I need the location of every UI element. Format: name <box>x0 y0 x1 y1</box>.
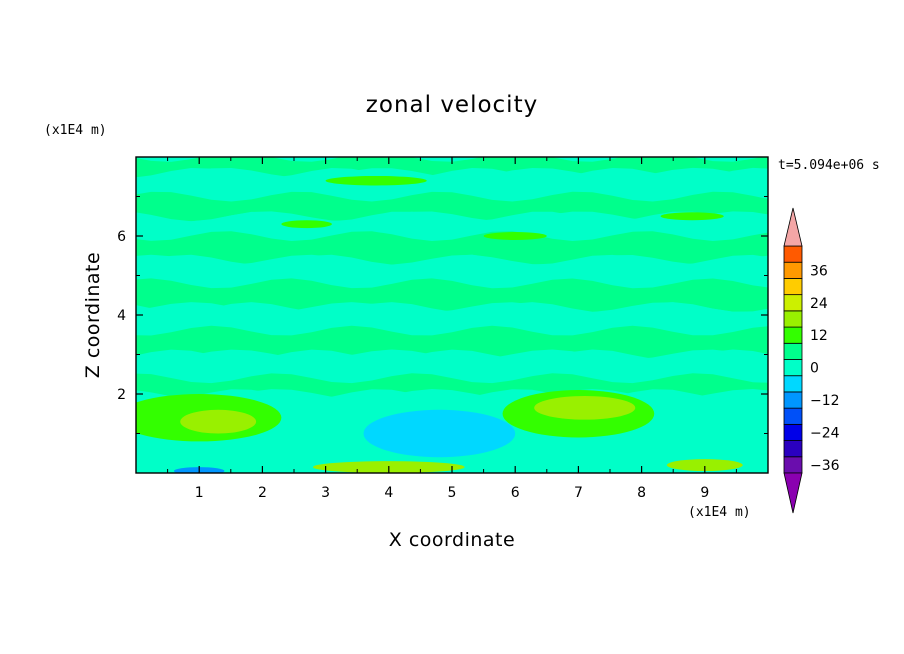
contour-feature <box>660 212 724 221</box>
x-tick-label: 5 <box>448 485 457 501</box>
contour-band <box>136 191 768 222</box>
y-axis-unit: (x1E4 m) <box>44 123 107 138</box>
x-tick-label: 6 <box>511 485 520 501</box>
x-tick-label: 8 <box>637 485 646 501</box>
colorbar-swatch <box>783 456 803 474</box>
colorbar-label: −36 <box>810 458 840 474</box>
time-label: t=5.094e+06 s <box>778 158 880 173</box>
y-tick-label: 2 <box>117 387 126 403</box>
contour-feature <box>180 409 257 434</box>
x-axis-unit: (x1E4 m) <box>688 505 751 520</box>
x-tick-label: 7 <box>574 485 583 501</box>
colorbar-swatch <box>783 391 803 409</box>
x-axis-ticks: 1 2 3 4 5 6 7 8 9 <box>167 157 737 501</box>
contour-feature <box>483 232 547 240</box>
contour-feature <box>534 395 636 420</box>
colorbar-swatch <box>783 359 803 377</box>
colorbar-swatch <box>783 245 803 263</box>
colorbar-swatch <box>783 423 803 441</box>
colorbar-label: 12 <box>810 328 828 344</box>
colorbar-swatch <box>783 440 803 458</box>
contour-feature <box>363 409 516 458</box>
colorbar-label: 0 <box>810 361 819 377</box>
x-tick-label: 2 <box>258 485 267 501</box>
x-tick-label: 9 <box>700 485 709 501</box>
colorbar-swatch <box>783 294 803 312</box>
colorbar-swatch <box>783 310 803 328</box>
colorbar-label: 24 <box>810 296 828 312</box>
colorbar-over-arrow <box>783 207 803 247</box>
chart-title: zonal velocity <box>366 92 538 118</box>
y-axis-label: Z coordinate <box>82 252 104 378</box>
colorbar-swatch <box>783 326 803 344</box>
contour-feature <box>325 175 427 186</box>
contour-field <box>136 157 768 473</box>
contour-band <box>136 302 768 336</box>
colorbar-swatch <box>783 278 803 296</box>
colorbar: 36 24 12 0 −12 −24 −36 <box>783 207 840 514</box>
colorbar-under-arrow <box>783 472 803 514</box>
x-axis-label: X coordinate <box>389 529 515 551</box>
colorbar-label: 36 <box>810 263 828 279</box>
y-tick-label: 4 <box>117 308 126 324</box>
colorbar-swatch <box>783 407 803 425</box>
contour-band <box>136 231 768 265</box>
x-tick-label: 3 <box>321 485 330 501</box>
y-tick-label: 6 <box>117 229 126 245</box>
contour-band <box>136 211 768 241</box>
x-tick-label: 1 <box>195 485 204 501</box>
contour-band <box>136 278 768 313</box>
contour-feature <box>281 220 332 229</box>
y-axis-ticks: 2 4 6 <box>117 196 768 434</box>
colorbar-label: −12 <box>810 393 840 409</box>
x-tick-label: 4 <box>384 485 393 501</box>
colorbar-label: −24 <box>810 425 840 441</box>
contour-band <box>136 373 768 399</box>
contour-feature <box>666 459 743 472</box>
colorbar-swatch <box>783 375 803 393</box>
colorbar-swatch <box>783 342 803 360</box>
colorbar-swatch <box>783 261 803 279</box>
